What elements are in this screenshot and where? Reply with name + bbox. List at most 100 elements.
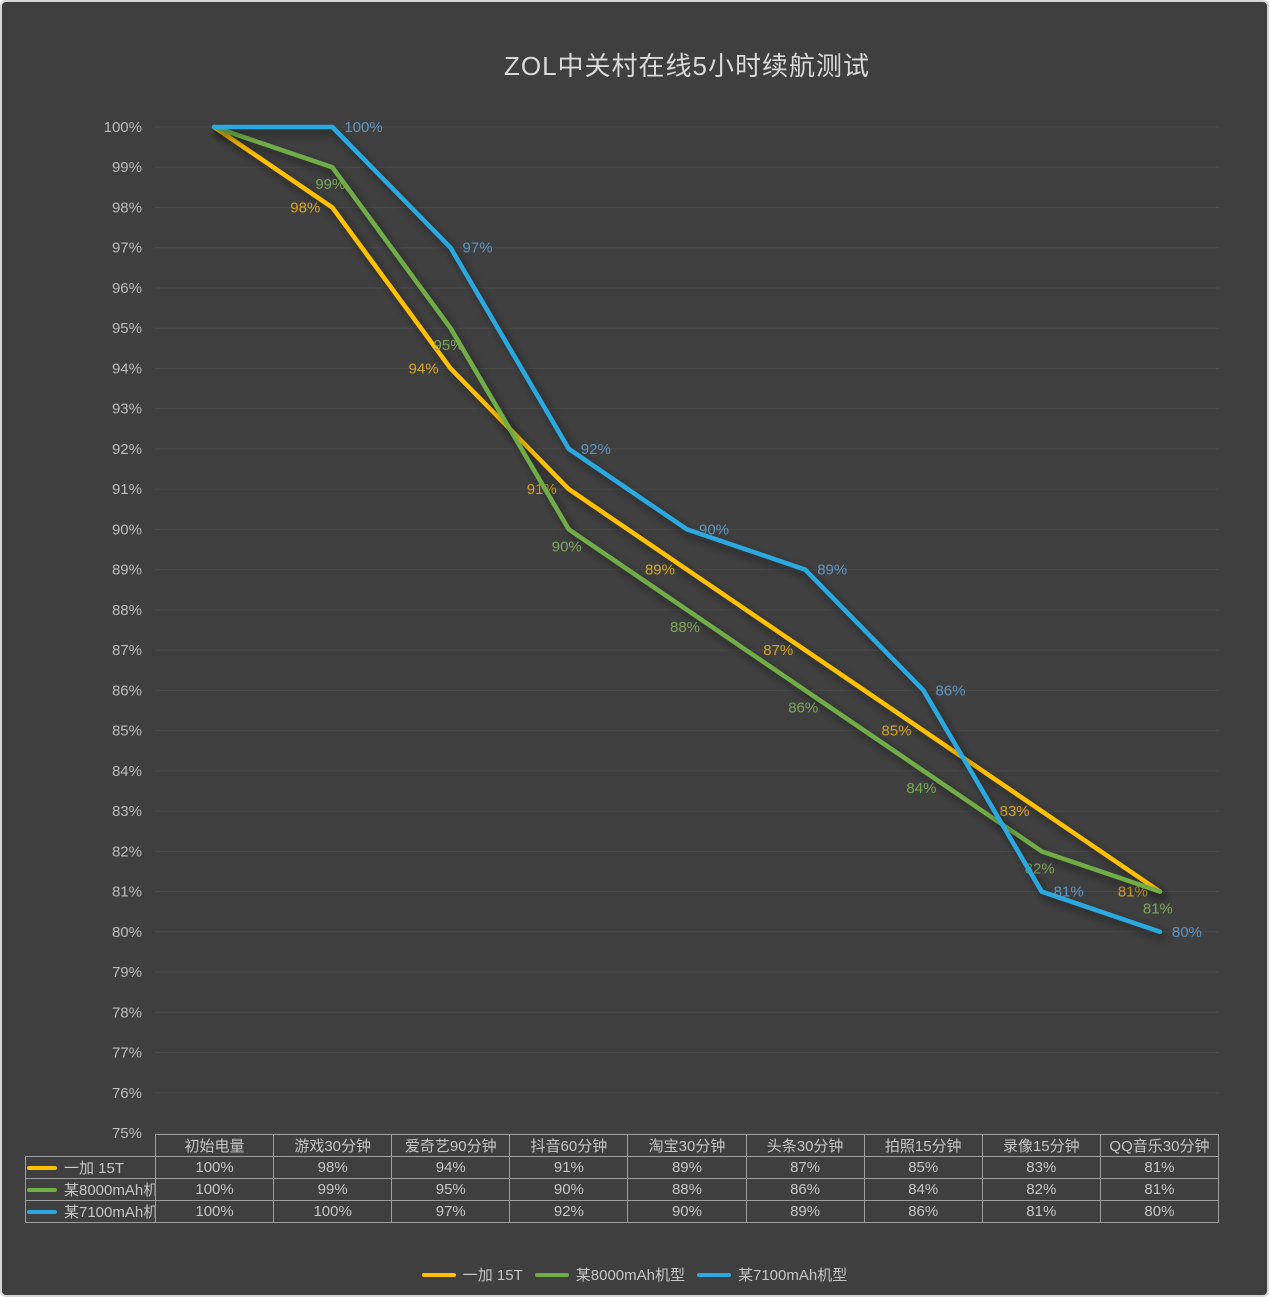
table-cell: 82% [981,1178,1101,1201]
data-label-series-1: 90% [552,538,582,555]
data-label-series-2: 100% [344,119,382,136]
y-axis-tick-label: 80% [112,924,142,941]
series-name: 一加 15T [64,1160,125,1177]
table-cell: 90% [627,1200,747,1223]
table-column-header: 头条30分钟 [745,1134,865,1157]
y-axis-tick-label: 96% [112,280,142,297]
data-label-series-2: 86% [935,682,965,699]
y-axis-tick-label: 98% [112,199,142,216]
table-cell: 97% [391,1200,511,1223]
data-label-series-2: 89% [817,562,847,579]
y-axis-tick-label: 81% [112,884,142,901]
table-column-header: 淘宝30分钟 [627,1134,747,1157]
data-label-series-0: 98% [290,199,320,216]
data-label-series-2: 80% [1172,924,1202,941]
legend-line-icon [421,1272,456,1277]
y-axis-tick-label: 93% [112,401,142,418]
series-key-icon [27,1166,57,1171]
table-row: 某7100mAh机型100%100%97%92%90%89%86%81%80% [25,1200,1220,1223]
y-axis-tick-label: 88% [112,602,142,619]
data-label-series-1: 84% [906,780,936,797]
table-cell: 99% [273,1178,393,1201]
table-column-header: 爱奇艺90分钟 [391,1134,511,1157]
series-line-0 [211,124,1163,894]
table-column-header: QQ音乐30分钟 [1099,1134,1220,1157]
table-column-header: 游戏30分钟 [273,1134,393,1157]
table-cell: 94% [391,1156,511,1179]
y-axis-tick-label: 97% [112,240,142,257]
table-cell: 100% [154,1178,275,1201]
legend-line-icon [534,1272,569,1277]
y-axis-tick-label: 75% [112,1125,142,1142]
y-axis-tick-label: 78% [112,1004,142,1021]
series-name: 某8000mAh机型 [64,1182,155,1199]
chart-title: ZOL中关村在线5小时续航测试 [503,51,871,81]
data-label-series-1: 88% [670,619,700,636]
series-key-icon [27,1210,57,1215]
table-column-header: 拍照15分钟 [863,1134,983,1157]
table-cell: 81% [1099,1178,1220,1201]
table-cell: 90% [509,1178,629,1201]
y-axis-tick-label: 84% [112,763,142,780]
data-label-series-2: 97% [463,240,493,257]
data-table: 初始电量 游戏30分钟 爱奇艺90分钟 抖音60分钟 淘宝30分钟 头条30分钟 拍照15分… [25,1134,1220,1223]
series-name: 某7100mAh机型 [64,1204,155,1221]
table-cell: 95% [391,1178,511,1201]
data-label-series-0: 94% [409,360,439,377]
legend-item-1: 某8000mAh机型 [534,1264,685,1285]
table-cell: 98% [273,1156,393,1179]
data-label-series-0: 89% [645,562,675,579]
table-cell: 87% [745,1156,865,1179]
y-axis-tick-label: 92% [112,441,142,458]
y-axis-tick-label: 85% [112,723,142,740]
table-cell: 80% [1099,1200,1220,1223]
y-axis-tick-label: 76% [112,1085,142,1102]
table-cell: 86% [863,1200,983,1223]
y-axis-tick-label: 79% [112,964,142,981]
y-axis-tick-label: 90% [112,521,142,538]
y-axis-tick-label: 94% [112,360,142,377]
table-row: 一加 15T 100% 98% 94% 91% 89% 87% 85% 83% 81% [25,1156,1220,1179]
table-cell: 100% [154,1156,275,1179]
data-label-series-1: 95% [434,337,464,354]
table-column-header: 抖音60分钟 [509,1134,629,1157]
data-label-series-0: 83% [1000,803,1030,820]
table-cell: 100% [273,1200,393,1223]
legend-item-2: 某7100mAh机型 [697,1264,847,1285]
table-cell: 81% [981,1200,1101,1223]
legend-label: 某7100mAh机型 [738,1267,848,1284]
y-axis-tick-label: 89% [112,562,142,579]
data-label-series-2: 90% [699,521,729,538]
table-cell: 89% [745,1200,865,1223]
data-label-series-2: 81% [1054,884,1084,901]
data-label-series-1: 99% [315,176,345,193]
series-key-icon [27,1188,57,1193]
y-axis-tick-label: 99% [112,159,142,176]
table-cell: 81% [1099,1156,1220,1179]
y-axis-tick-label: 100% [104,119,142,136]
table-row-header: 某8000mAh机型 [25,1178,156,1201]
legend-item-0: 一加 15T [421,1264,523,1285]
table-cell: 88% [627,1178,747,1201]
series-line-2 [211,124,1163,935]
table-cell: 92% [509,1200,629,1223]
table-cell: 86% [745,1178,865,1201]
table-column-header: 初始电量 [154,1134,275,1157]
legend-line-icon [697,1272,731,1277]
y-axis-tick-label: 83% [112,803,142,820]
table-cell: 84% [863,1178,983,1201]
chart-legend: 一加 15T 某8000mAh机型 某7100mAh机型 [2,1264,1267,1285]
y-axis-tick-label: 82% [112,843,142,860]
table-row: 某8000mAh机型100%99%95%90%88%86%84%82%81% [25,1178,1220,1201]
data-label-series-0: 85% [881,723,911,740]
y-axis-tick-label: 91% [112,481,142,498]
y-axis-tick-label: 87% [112,642,142,659]
table-cell: 89% [627,1156,747,1179]
legend-label: 一加 15T [462,1267,523,1284]
table-cell: 100% [154,1200,275,1223]
table-corner-blank [26,1135,156,1157]
data-label-series-0: 87% [763,642,793,659]
data-label-series-1: 86% [788,699,818,716]
table-row-header: 某7100mAh机型 [25,1200,156,1223]
